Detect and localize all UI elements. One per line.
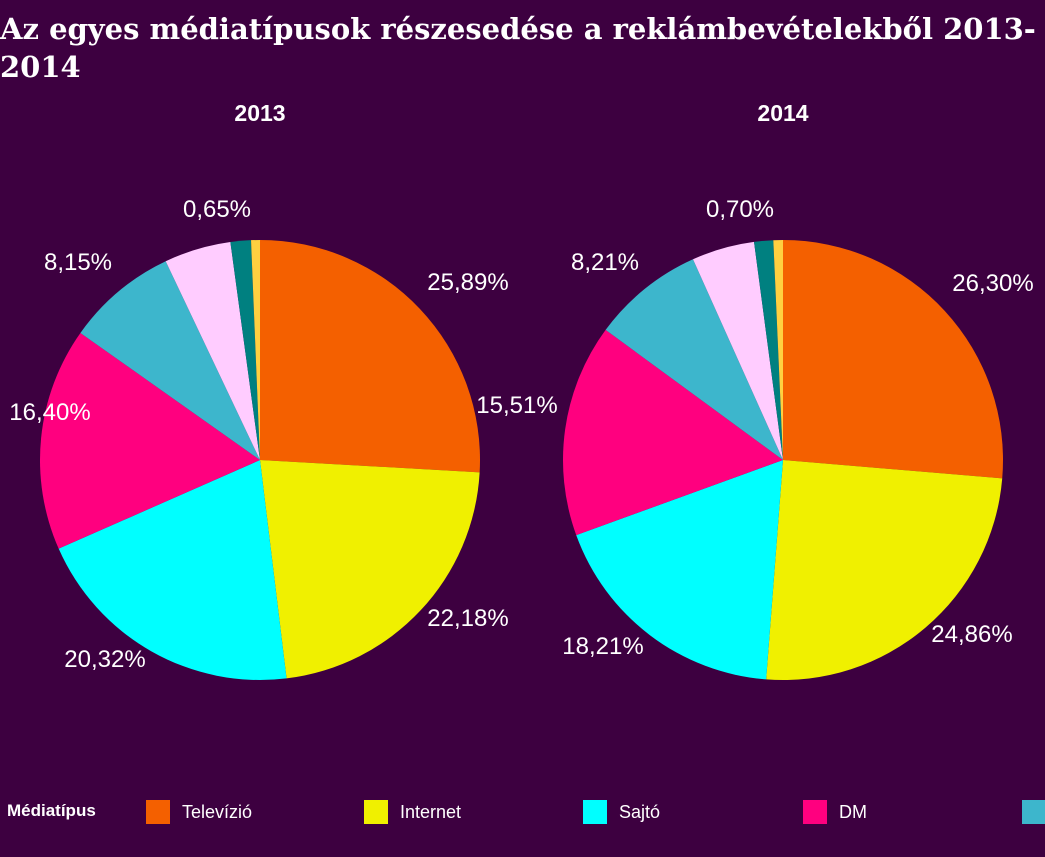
pie-slice — [260, 460, 480, 679]
pie-slice — [576, 460, 783, 680]
legend-label: DM — [839, 802, 867, 822]
pie-slice — [80, 261, 261, 460]
pie-2014: 26,30% 24,86% 18,21% 8,21% 0,70% — [562, 196, 1034, 680]
slice-label: 26,30% — [952, 270, 1033, 297]
pie-slice — [562, 329, 783, 536]
slice-label: 18,21% — [562, 633, 643, 660]
legend-swatch — [146, 800, 170, 824]
legend: Médiatípus Televízió Internet Sajtó DM — [0, 797, 1045, 829]
slice-label: 0,70% — [706, 196, 774, 223]
pie-2013: 25,89% 22,18% 20,32% 16,40% 8,15% 0,65% 15,51% — [9, 196, 558, 680]
pie-slice — [58, 460, 287, 680]
legend-label: Televízió — [182, 802, 253, 822]
chart-title: Az egyes médiatípusok részesedése a rekl… — [0, 12, 1036, 84]
pie-title-2014: 2014 — [757, 100, 809, 126]
pie-slice — [766, 460, 1003, 680]
pie-slice — [773, 240, 783, 460]
pie-title-2013: 2013 — [234, 100, 286, 126]
slice-label: 15,51% — [476, 392, 557, 419]
pie-charts: 25,89% 22,18% 20,32% 16,40% 8,15% 0,65% 15,51%… — [9, 196, 1034, 680]
legend-swatch — [1022, 800, 1045, 824]
pie-slice — [165, 242, 260, 460]
slice-label: 8,21% — [571, 249, 639, 276]
pie-slice — [40, 332, 260, 549]
pie-slice — [260, 240, 480, 473]
slice-label: 25,89% — [427, 269, 508, 296]
slice-label: 0,65% — [183, 196, 251, 223]
pie-slice — [783, 240, 1003, 479]
legend-label: Sajtó — [619, 802, 661, 822]
slice-label: 16,40% — [9, 399, 90, 426]
pie-slice — [251, 240, 260, 460]
legend-title: Médiatípus — [7, 801, 96, 820]
legend-label: Internet — [400, 802, 462, 822]
pie-slice — [230, 240, 260, 460]
legend-swatch — [583, 800, 607, 824]
slice-label: 24,86% — [931, 621, 1012, 648]
pie-slice — [754, 240, 783, 460]
slice-label: 8,15% — [44, 249, 112, 276]
legend-swatch — [364, 800, 388, 824]
pie-slice — [605, 259, 783, 460]
pie-slice — [692, 241, 783, 460]
legend-swatch — [803, 800, 827, 824]
slice-label: 22,18% — [427, 605, 508, 632]
slice-label: 20,32% — [64, 646, 145, 673]
